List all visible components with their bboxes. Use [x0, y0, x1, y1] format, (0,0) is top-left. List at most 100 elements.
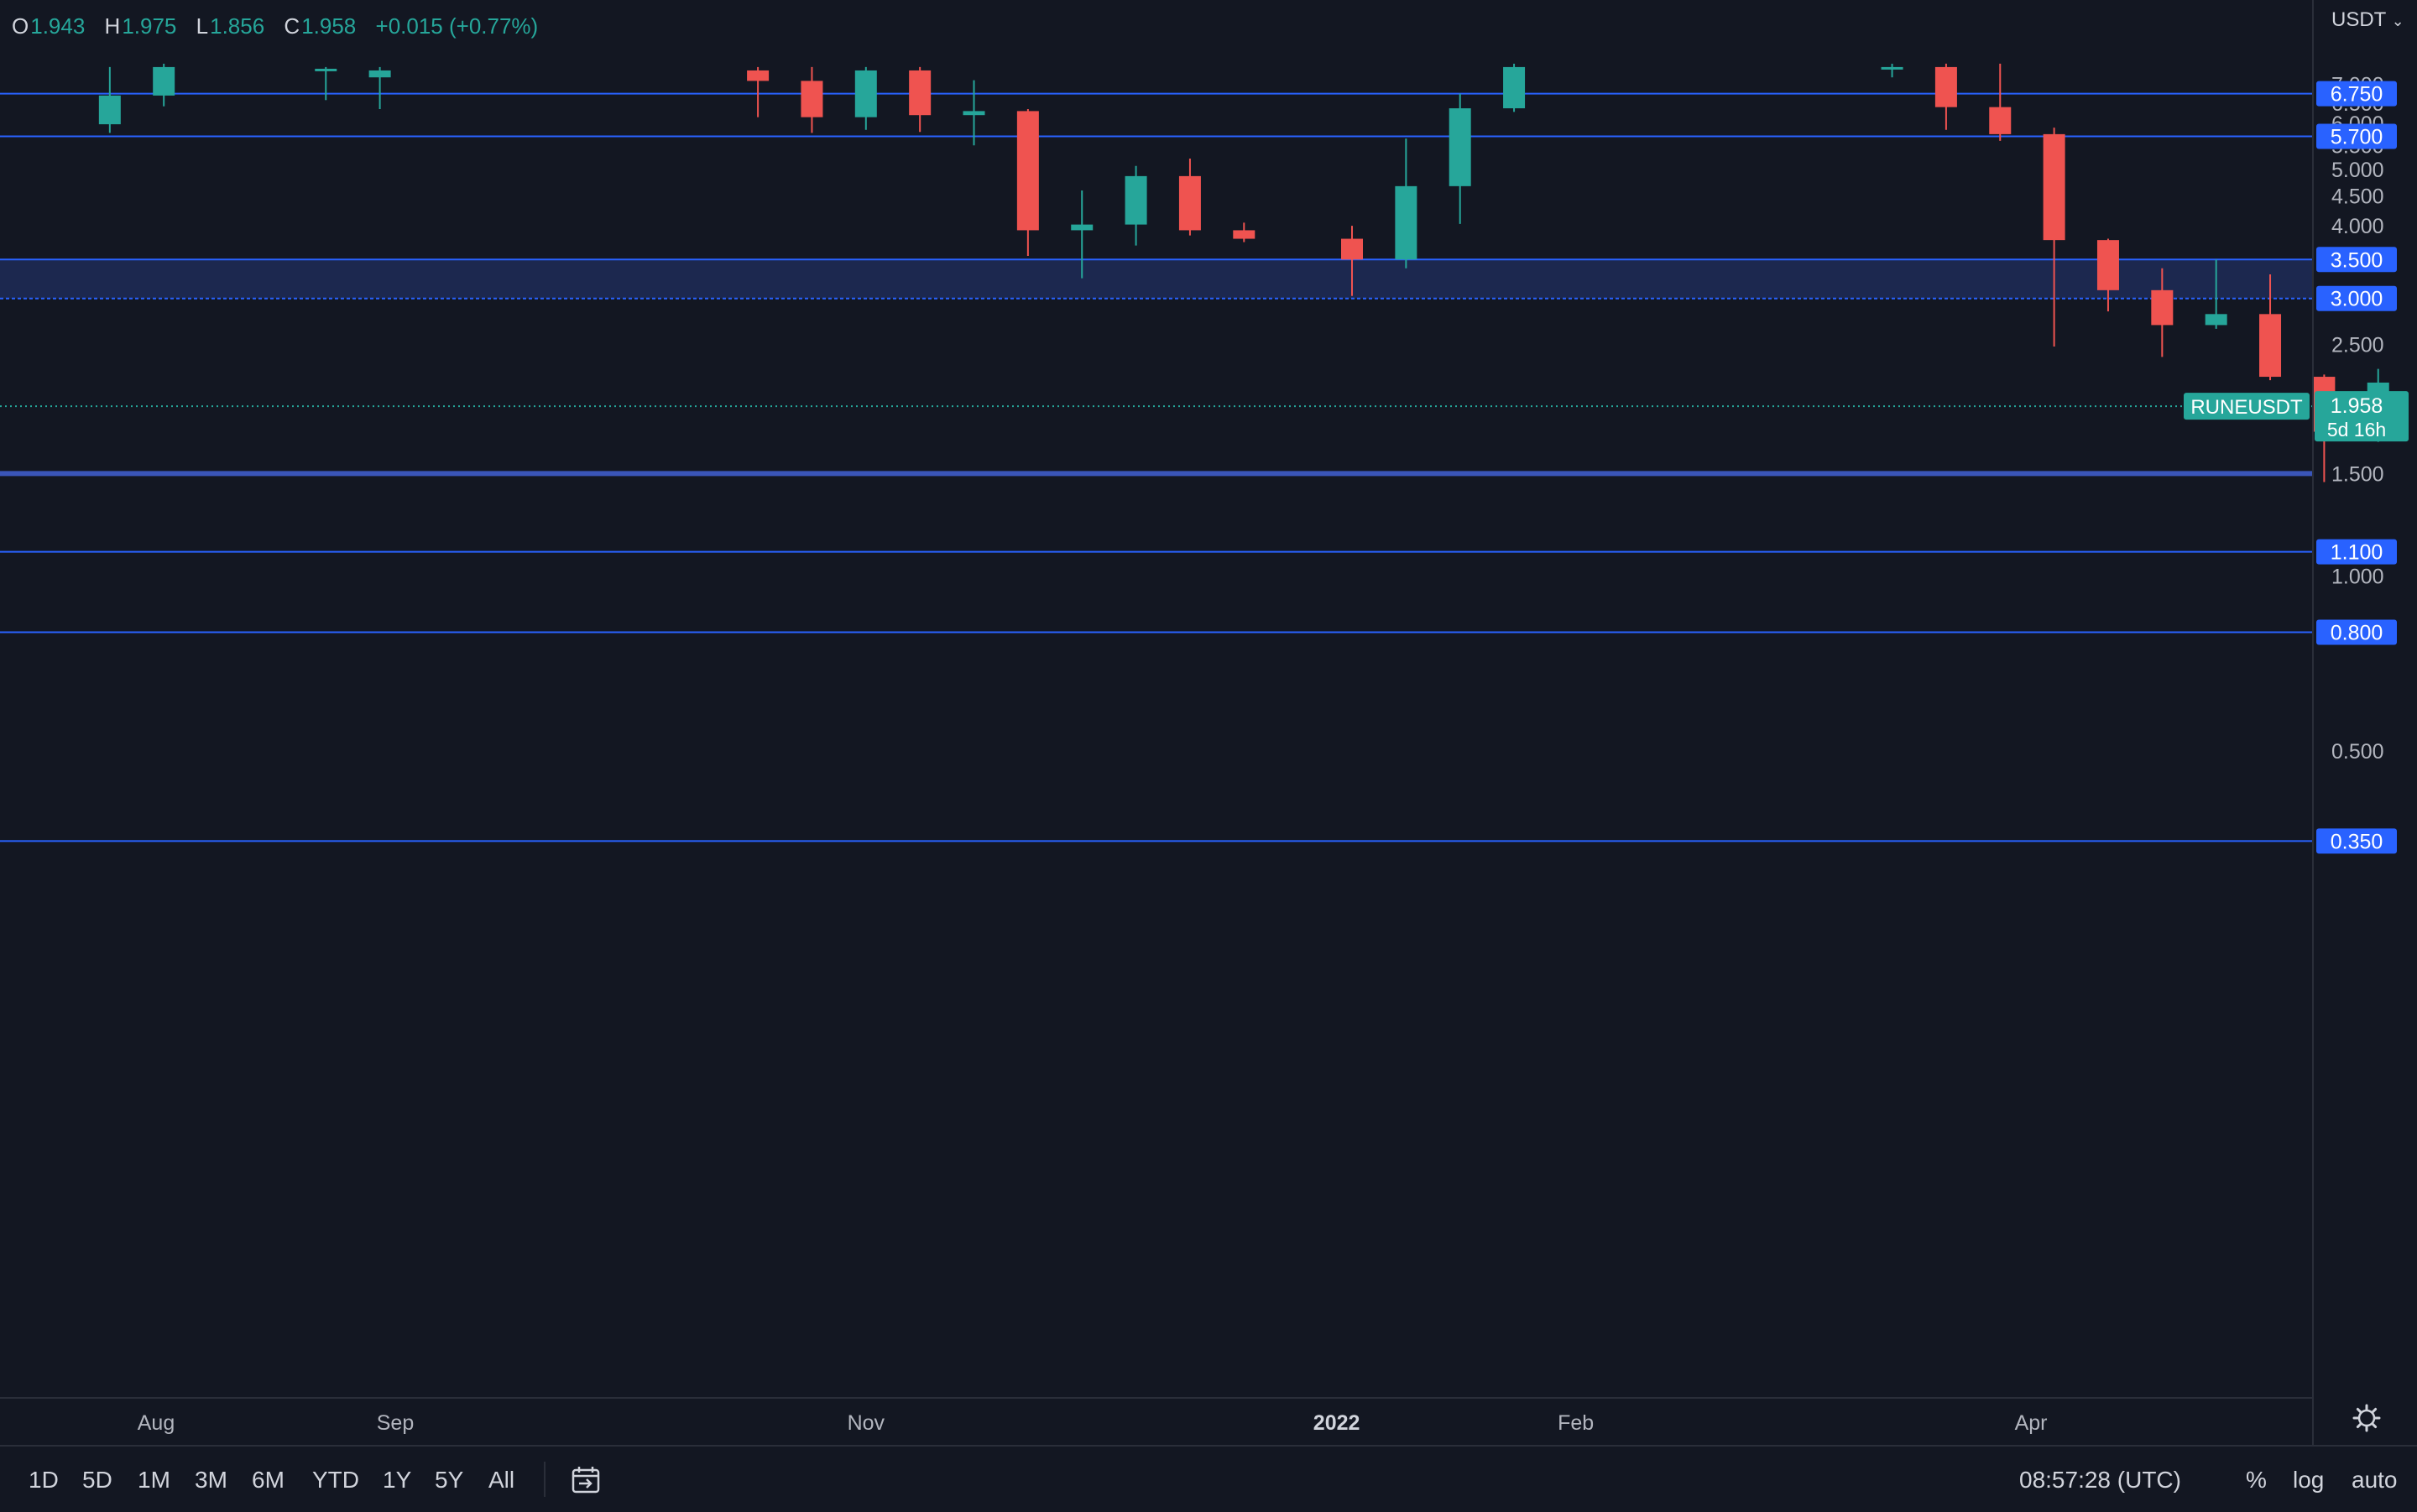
candle-body	[801, 81, 823, 117]
range-1d-button[interactable]: 1D	[29, 1467, 59, 1493]
candle-body	[1934, 66, 1957, 107]
candle-1	[153, 63, 175, 107]
candle-0	[98, 66, 121, 133]
level-tag-text: 0.800	[2331, 622, 2383, 645]
zone-bottom-tag: 3.000	[2316, 285, 2397, 311]
candle-24	[2205, 259, 2227, 329]
range-3m-button[interactable]: 3M	[195, 1467, 227, 1493]
candle-body	[1449, 108, 1471, 186]
candle-17	[1503, 63, 1526, 112]
level-tag-3: 0.800	[2316, 619, 2397, 645]
chevron-down-icon: ⌄	[2391, 13, 2404, 29]
y-tick-label: 4.000	[2331, 215, 2384, 238]
candle-4	[747, 66, 770, 117]
candle-body	[2096, 240, 2119, 290]
level-tag-bg	[2316, 285, 2397, 311]
percent-scale-toggle[interactable]: %	[2246, 1467, 2267, 1493]
candle-body	[315, 68, 337, 71]
low-value: 1.856	[210, 13, 265, 39]
candle-body	[2205, 314, 2227, 326]
level-tag-1: 5.700	[2316, 123, 2397, 149]
candle-18	[1881, 63, 1903, 78]
price-tag-bg	[2315, 391, 2409, 442]
candle-body	[1395, 185, 1417, 260]
x-tick-label: Nov	[848, 1411, 885, 1435]
range-6m-button[interactable]: 6M	[252, 1467, 285, 1493]
candle-body	[1233, 230, 1255, 239]
price-tag-text: 1.958	[2331, 394, 2383, 418]
candle-body	[1341, 238, 1363, 260]
candle-body	[2043, 133, 2065, 241]
candle-23	[2151, 268, 2174, 357]
range-ytd-button[interactable]: YTD	[312, 1467, 359, 1493]
price-chart[interactable]: 7.0006.5006.0005.5005.0004.5004.0002.500…	[0, 0, 2417, 1445]
close-value: 1.958	[301, 13, 357, 39]
candle-body	[368, 70, 391, 78]
settings-gear-icon[interactable]	[2350, 1401, 2383, 1435]
range-1m-button[interactable]: 1M	[138, 1467, 170, 1493]
countdown-text: 5d 16h	[2327, 419, 2386, 441]
level-tag-text: 6.750	[2331, 83, 2383, 107]
candle-11	[1125, 165, 1147, 246]
log-scale-toggle[interactable]: log	[2293, 1467, 2325, 1493]
range-all-button[interactable]: All	[488, 1467, 515, 1493]
auto-scale-toggle[interactable]: auto	[2352, 1467, 2398, 1493]
symbol-tag-bg	[2184, 393, 2310, 420]
candle-body	[1016, 111, 1039, 231]
y-tick-label: 2.500	[2331, 334, 2384, 357]
candle-2	[315, 66, 337, 101]
x-tick-label: Aug	[138, 1411, 175, 1435]
candle-body	[98, 95, 121, 125]
resistance-zone	[0, 259, 2313, 299]
candle-21	[2043, 128, 2065, 347]
y-tick-label: 5.000	[2331, 159, 2384, 182]
level-tag-bg	[2316, 539, 2397, 565]
change-value: +0.015 (+0.77%)	[375, 13, 539, 39]
candle-9	[1016, 109, 1039, 257]
candle-15	[1395, 138, 1417, 269]
open-key: O	[12, 13, 29, 39]
high-key: H	[104, 13, 121, 39]
candle-13	[1233, 222, 1255, 242]
candle-body	[2259, 314, 2282, 378]
level-tag-bg	[2316, 247, 2397, 273]
candle-10	[1071, 190, 1094, 279]
level-tag-2: 1.100	[2316, 539, 2397, 565]
range-1y-button[interactable]: 1Y	[383, 1467, 412, 1493]
toolbar-divider	[544, 1462, 546, 1497]
candle-body	[1881, 66, 1903, 70]
x-tick-label: Sep	[377, 1411, 414, 1435]
candle-19	[1934, 63, 1957, 130]
close-key: C	[284, 13, 300, 39]
candle-body	[1178, 175, 1201, 231]
range-5d-button[interactable]: 5D	[82, 1467, 112, 1493]
level-tag-text: 0.350	[2331, 830, 2383, 853]
level-tag-0: 6.750	[2316, 81, 2397, 107]
candle-20	[1989, 63, 2012, 141]
candle-6	[854, 66, 877, 130]
x-tick-label: Apr	[2015, 1411, 2048, 1435]
symbol-tag-text: RUNEUSDT	[2190, 396, 2303, 419]
y-tick-label: 1.500	[2331, 462, 2384, 486]
open-value: 1.943	[30, 13, 86, 39]
zone-top-tag: 3.500	[2316, 247, 2397, 273]
candle-3	[368, 66, 391, 110]
level-tag-4: 0.350	[2316, 828, 2397, 854]
x-tick-label: Feb	[1558, 1411, 1594, 1435]
go-to-date-icon[interactable]	[571, 1465, 601, 1495]
utc-clock[interactable]: 08:57:28 (UTC)	[2019, 1467, 2181, 1493]
y-tick-label: 4.500	[2331, 185, 2384, 209]
level-tag-text: 5.700	[2331, 126, 2383, 149]
y-tick-label: 0.500	[2331, 740, 2384, 764]
level-tag-text: 1.100	[2331, 541, 2383, 565]
candle-body	[1989, 107, 2012, 134]
range-5y-button[interactable]: 5Y	[435, 1467, 464, 1493]
x-tick-label: 2022	[1313, 1411, 1360, 1435]
candle-14	[1341, 226, 1363, 296]
low-key: L	[196, 13, 209, 39]
currency-selector[interactable]: USDT ⌄	[2331, 8, 2404, 32]
ohlc-legend: O1.943 H1.975 L1.856 C1.958 +0.015 (+0.7…	[12, 13, 551, 39]
candle-body	[153, 66, 175, 96]
level-tag-text: 3.000	[2331, 288, 2383, 311]
candle-16	[1449, 93, 1471, 224]
